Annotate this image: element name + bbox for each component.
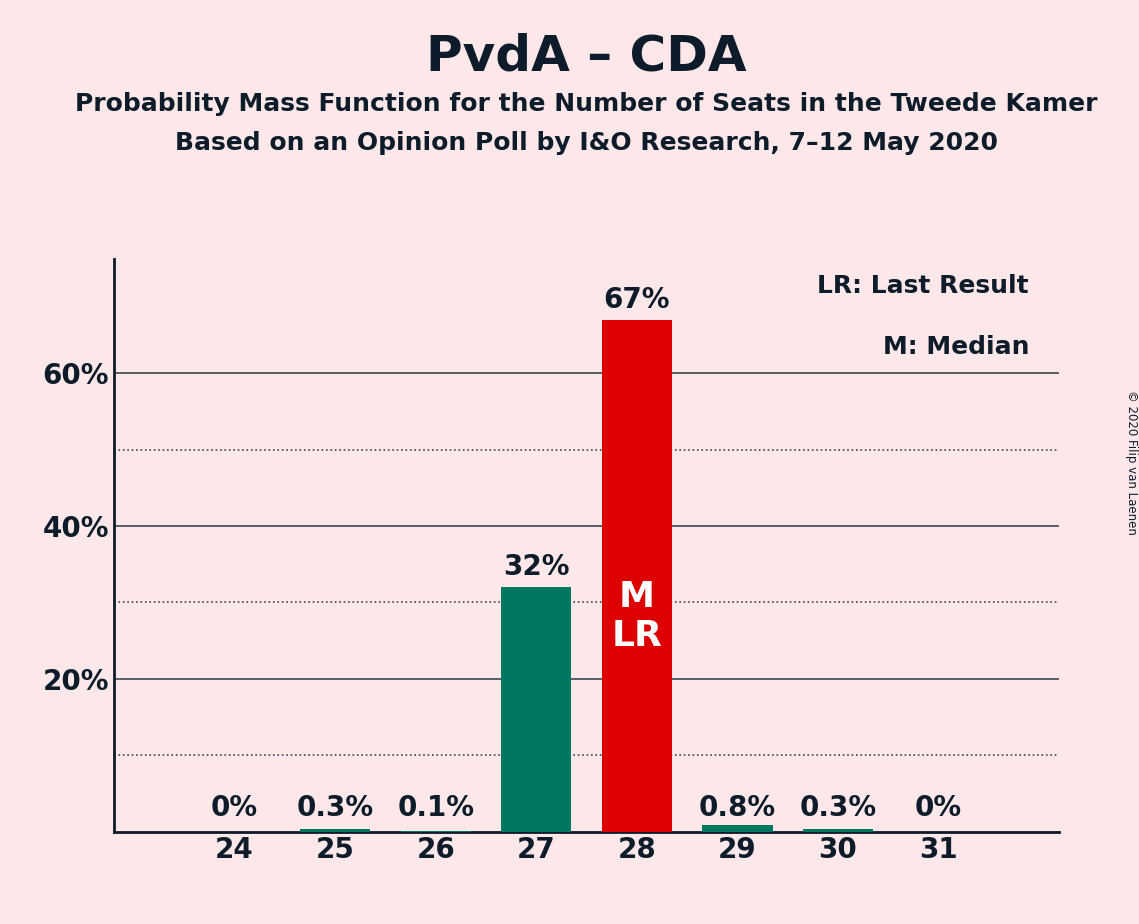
Text: 0.3%: 0.3% <box>296 795 374 822</box>
Bar <box>501 587 572 832</box>
Text: Probability Mass Function for the Number of Seats in the Tweede Kamer: Probability Mass Function for the Number… <box>75 92 1098 116</box>
Text: M: Median: M: Median <box>883 335 1030 359</box>
Text: Based on an Opinion Poll by I&O Research, 7–12 May 2020: Based on an Opinion Poll by I&O Research… <box>175 131 998 155</box>
Text: 67%: 67% <box>604 286 670 314</box>
Text: 0%: 0% <box>915 795 962 822</box>
Text: PvdA – CDA: PvdA – CDA <box>426 32 747 80</box>
Text: © 2020 Filip van Laenen: © 2020 Filip van Laenen <box>1124 390 1138 534</box>
Text: 0.8%: 0.8% <box>699 795 776 822</box>
Text: 0.3%: 0.3% <box>800 795 877 822</box>
Text: M
LR: M LR <box>612 580 662 653</box>
Text: 0.1%: 0.1% <box>398 795 474 822</box>
Bar <box>300 830 370 832</box>
Text: 32%: 32% <box>503 553 570 581</box>
Bar <box>803 830 874 832</box>
Text: LR: Last Result: LR: Last Result <box>818 274 1030 298</box>
Bar <box>601 320 672 832</box>
Bar <box>703 825 772 832</box>
Text: 0%: 0% <box>211 795 259 822</box>
